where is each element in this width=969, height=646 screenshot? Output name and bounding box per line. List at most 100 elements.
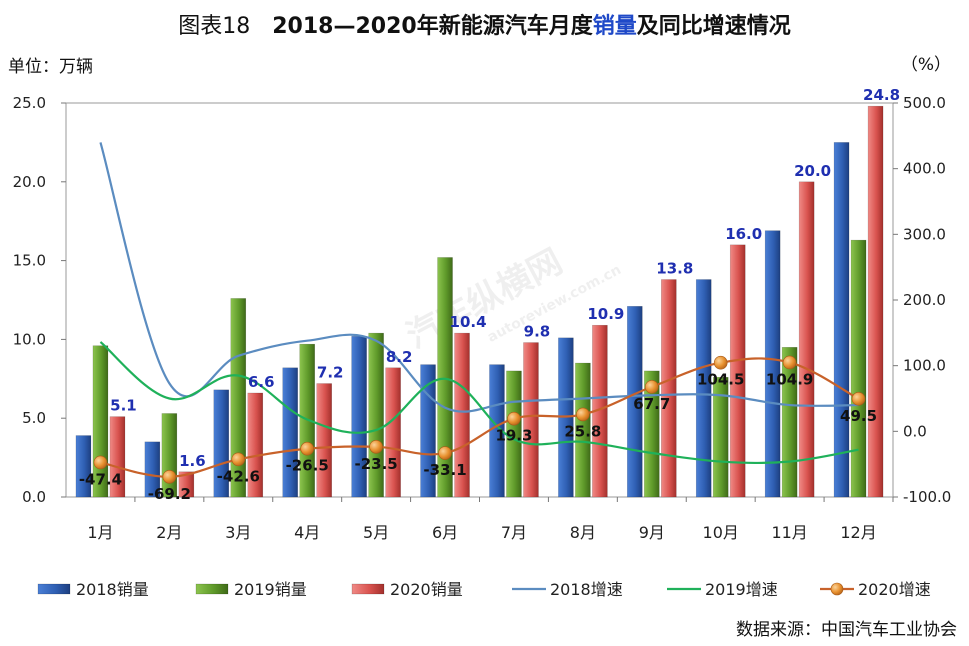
legend-marker [830, 582, 844, 596]
marker-point [851, 392, 866, 406]
bar-value-label: 9.8 [524, 323, 551, 341]
left-tick-label: 25.0 [13, 94, 46, 112]
marker-point [713, 355, 728, 370]
growth-line-2 [99, 341, 859, 465]
left-tick-label: 5.0 [22, 409, 46, 427]
legend: 2018销量 2019销量 2020销量 2018增速 2019增速 2020增速 [37, 580, 931, 599]
bar [178, 471, 195, 498]
watermark: 汽车纵横网 autoreview.com.cn [400, 242, 624, 357]
data-labels: 5.1 1.6 6.6 7.2 8.2 10.4 9.8 10.9 13.8 16.0 20.0 24… [79, 86, 900, 503]
bar [695, 279, 712, 498]
title-suffix: 及同比增速情况 [636, 14, 791, 39]
bar [712, 376, 729, 498]
marker-point [507, 411, 521, 426]
x-tick-label: 5月 [363, 523, 389, 542]
bar [109, 416, 126, 498]
right-tick-label: 100.0 [903, 357, 946, 375]
legend-label: 2018增速 [550, 580, 623, 599]
bar [575, 362, 591, 498]
bar-value-label: 8.2 [386, 348, 413, 366]
bar-value-label: 7.2 [317, 364, 344, 382]
bar [729, 244, 746, 498]
marker-point [300, 441, 315, 456]
bar [798, 181, 815, 498]
bar [144, 441, 161, 498]
right-tick-label: 300.0 [903, 225, 946, 243]
rate-value-label: -47.4 [79, 470, 122, 488]
bar [781, 347, 798, 498]
title-main: 2018—2020年新能源汽车月度 [272, 14, 593, 39]
bar-value-label: 10.4 [450, 313, 487, 331]
bar [764, 230, 781, 498]
left-tick-label: 0.0 [22, 488, 46, 506]
bar-value-label: 5.1 [110, 397, 137, 415]
x-tick-label: 11月 [771, 523, 807, 542]
right-tick-label: 0.0 [903, 422, 927, 440]
axes: 0.0 5.0 10.0 15.0 20.0 25.0 -100.0 0.0 100.0 200.… [13, 94, 952, 542]
rate-value-label: 19.3 [495, 427, 532, 445]
bar-value-label: 1.6 [179, 452, 206, 470]
bar-series-2 [92, 239, 867, 498]
bar-value-label: 6.6 [248, 373, 275, 391]
x-tick-label: 10月 [703, 523, 739, 542]
rate-value-label: 49.5 [840, 407, 877, 425]
bar-series-1 [75, 142, 850, 498]
right-tick-label: 200.0 [903, 291, 946, 309]
bar [213, 389, 230, 498]
bar [282, 367, 298, 498]
rate-value-label: -23.5 [355, 455, 398, 473]
bar [316, 383, 332, 498]
bar-series-3 [109, 105, 884, 498]
rate-value-label: 25.8 [564, 422, 601, 440]
left-tick-label: 15.0 [13, 252, 46, 270]
x-tick-label: 8月 [570, 523, 596, 542]
title-accent: 销量 [592, 14, 637, 39]
legend-label: 2018销量 [76, 580, 149, 599]
right-axis-unit: （%） [900, 55, 951, 75]
legend-label: 2019增速 [705, 580, 778, 599]
x-tick-label: 12月 [840, 523, 876, 542]
rate-value-label: -42.6 [217, 467, 260, 485]
bar [385, 367, 401, 498]
bar [644, 370, 660, 498]
marker-point [644, 380, 659, 394]
x-tick-label: 9月 [639, 523, 665, 542]
bar [437, 257, 453, 498]
x-tick-label: 1月 [87, 523, 113, 542]
x-tick-label: 6月 [432, 523, 458, 542]
legend-label: 2019销量 [234, 580, 307, 599]
right-tick-label: 400.0 [903, 160, 946, 178]
bar-value-label: 10.9 [587, 305, 624, 323]
rate-value-label: -69.2 [148, 485, 191, 503]
bar [351, 335, 367, 498]
legend-label: 2020销量 [390, 580, 463, 599]
line-series [93, 142, 866, 484]
bar-series [75, 105, 884, 498]
rate-value-label: 104.9 [766, 370, 813, 388]
bar [661, 279, 677, 498]
x-tick-label: 3月 [225, 523, 251, 542]
marker-point [369, 439, 383, 454]
rate-value-label: 67.7 [633, 395, 670, 413]
bar [368, 332, 384, 498]
x-tick-label: 7月 [501, 523, 527, 542]
bar-value-label: 20.0 [794, 162, 831, 180]
bar [230, 298, 247, 498]
bar-value-label: 13.8 [656, 260, 693, 278]
marker-point [93, 455, 108, 470]
marker-point [162, 469, 177, 484]
bar [75, 435, 92, 498]
marker-point [231, 452, 246, 467]
rate-value-label: -26.5 [286, 457, 329, 475]
growth-line-3 [100, 357, 860, 478]
legend-label: 2020增速 [858, 580, 931, 599]
right-tick-label: -100.0 [903, 488, 951, 506]
bar [247, 392, 264, 498]
legend-swatch [37, 583, 71, 595]
rate-value-label: 104.5 [697, 371, 744, 389]
bar [867, 105, 884, 498]
legend-swatch [351, 583, 385, 595]
legend-swatch [195, 583, 229, 595]
left-tick-label: 20.0 [13, 173, 46, 191]
rate-value-label: -33.1 [423, 461, 466, 479]
